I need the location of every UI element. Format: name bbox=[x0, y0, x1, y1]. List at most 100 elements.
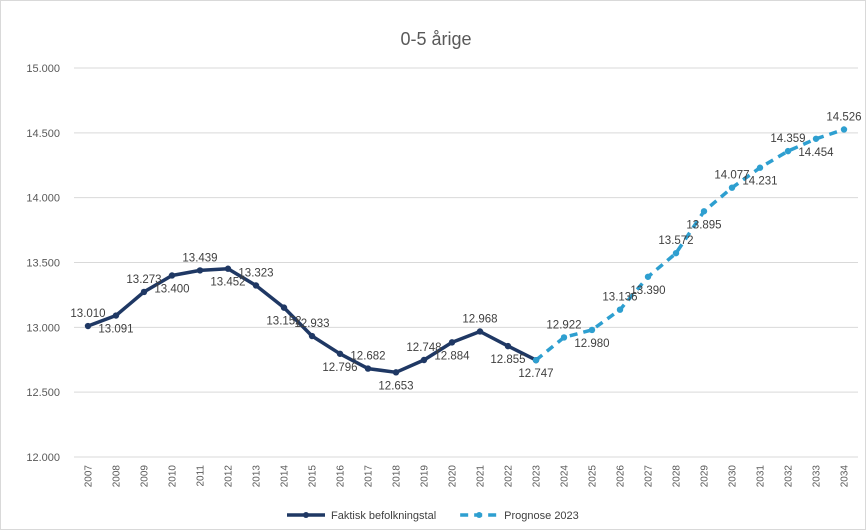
data-point bbox=[336, 350, 344, 357]
legend: Faktisk befolkningstal Prognose 2023 bbox=[287, 510, 579, 522]
x-tick-label: 2026 bbox=[616, 465, 627, 488]
data-label: 12.855 bbox=[490, 354, 525, 366]
gridlines bbox=[74, 67, 858, 458]
data-point bbox=[504, 342, 512, 350]
x-tick-label: 2030 bbox=[728, 465, 739, 488]
x-tick-label: 2027 bbox=[644, 465, 655, 488]
data-label: 12.980 bbox=[574, 338, 609, 350]
x-tick-label: 2010 bbox=[168, 465, 179, 488]
series-line-2 bbox=[534, 127, 845, 362]
data-point bbox=[784, 147, 792, 155]
data-point bbox=[672, 249, 680, 257]
x-tick-label: 2019 bbox=[420, 465, 431, 488]
x-tick-label: 2012 bbox=[224, 465, 235, 488]
data-point bbox=[224, 265, 232, 272]
y-tick-label: 13.000 bbox=[26, 322, 60, 334]
x-tick-label: 2009 bbox=[140, 465, 151, 488]
data-label: 14.359 bbox=[770, 133, 805, 145]
data-label: 12.682 bbox=[350, 351, 385, 363]
data-point bbox=[560, 334, 568, 341]
data-point bbox=[112, 312, 120, 319]
x-tick-label: 2031 bbox=[756, 465, 767, 488]
data-label: 12.748 bbox=[406, 342, 441, 354]
x-axis-ticks: 2007 2008 2009 2010 2011 2012 2013 2014 2015 2016… bbox=[84, 465, 851, 488]
data-label: 13.091 bbox=[98, 324, 133, 336]
chart-title: 0-5 årige bbox=[400, 29, 471, 49]
x-tick-label: 2013 bbox=[252, 465, 263, 488]
x-tick-label: 2016 bbox=[336, 465, 347, 488]
data-label: 12.796 bbox=[322, 362, 357, 374]
x-tick-label: 2023 bbox=[532, 465, 543, 488]
y-axis-ticks: 12.000 12.500 13.000 13.500 14.000 14.500 15.0… bbox=[26, 63, 60, 464]
data-point bbox=[364, 365, 372, 372]
x-tick-label: 2028 bbox=[672, 465, 683, 488]
x-tick-label: 2029 bbox=[700, 465, 711, 488]
x-tick-label: 2032 bbox=[784, 465, 795, 488]
data-point bbox=[140, 288, 148, 296]
data-label: 13.152 bbox=[266, 316, 301, 328]
y-tick-label: 12.500 bbox=[26, 387, 60, 399]
data-point bbox=[588, 326, 596, 334]
x-tick-label: 2025 bbox=[588, 465, 599, 488]
data-label: 13.390 bbox=[630, 285, 665, 297]
data-label: 12.747 bbox=[518, 368, 553, 380]
x-tick-label: 2020 bbox=[448, 465, 459, 488]
x-tick-label: 2021 bbox=[476, 465, 487, 488]
x-tick-label: 2034 bbox=[840, 465, 851, 488]
legend-label-1: Faktisk befolkningstal bbox=[331, 510, 436, 522]
x-tick-label: 2022 bbox=[504, 465, 515, 488]
data-point bbox=[840, 126, 848, 133]
legend-label-2: Prognose 2023 bbox=[504, 510, 579, 522]
data-label: 13.136 bbox=[602, 292, 637, 304]
data-label: 12.922 bbox=[546, 319, 581, 331]
data-points bbox=[84, 126, 848, 376]
x-tick-label: 2014 bbox=[280, 465, 291, 488]
x-tick-label: 2007 bbox=[84, 465, 95, 488]
data-label: 12.933 bbox=[294, 318, 329, 330]
data-label: 12.968 bbox=[462, 313, 497, 325]
data-labels: 13.01013.09113.27313.40013.43913.45213.3… bbox=[70, 111, 861, 392]
y-tick-label: 13.500 bbox=[26, 258, 60, 270]
x-tick-label: 2011 bbox=[196, 465, 207, 487]
x-tick-label: 2018 bbox=[392, 465, 403, 488]
y-tick-label: 12.000 bbox=[26, 452, 60, 464]
data-point bbox=[252, 282, 260, 289]
data-point bbox=[476, 328, 484, 335]
legend-marker-1 bbox=[303, 512, 309, 518]
data-label: 14.454 bbox=[798, 147, 834, 159]
data-label: 13.400 bbox=[154, 283, 189, 295]
data-point bbox=[616, 306, 624, 313]
data-point bbox=[84, 322, 92, 330]
y-tick-label: 15.000 bbox=[26, 63, 60, 75]
data-label: 13.323 bbox=[238, 267, 273, 279]
x-tick-label: 2033 bbox=[812, 465, 823, 488]
x-tick-label: 2017 bbox=[364, 465, 375, 488]
data-point bbox=[308, 332, 316, 340]
y-tick-label: 14.500 bbox=[26, 128, 60, 140]
data-label: 14.077 bbox=[714, 170, 749, 182]
data-label: 13.452 bbox=[210, 277, 245, 289]
legend-marker-2 bbox=[476, 512, 483, 518]
data-point bbox=[420, 356, 428, 364]
data-label: 13.895 bbox=[686, 219, 721, 231]
data-label: 13.273 bbox=[126, 274, 161, 286]
data-point bbox=[728, 184, 736, 191]
data-point bbox=[168, 272, 176, 279]
data-label: 12.653 bbox=[378, 380, 413, 392]
data-point bbox=[532, 356, 540, 364]
data-label: 13.439 bbox=[182, 252, 217, 264]
x-tick-label: 2024 bbox=[560, 465, 571, 488]
data-label: 14.526 bbox=[826, 111, 861, 123]
data-label: 12.884 bbox=[434, 350, 470, 362]
data-label: 13.572 bbox=[658, 235, 693, 247]
data-point bbox=[700, 208, 708, 215]
x-tick-label: 2015 bbox=[308, 465, 319, 488]
x-tick-label: 2008 bbox=[112, 465, 123, 488]
data-point bbox=[280, 304, 288, 311]
data-label: 13.010 bbox=[70, 308, 105, 320]
data-point bbox=[392, 369, 400, 376]
data-point bbox=[196, 267, 204, 274]
data-point bbox=[448, 339, 456, 346]
